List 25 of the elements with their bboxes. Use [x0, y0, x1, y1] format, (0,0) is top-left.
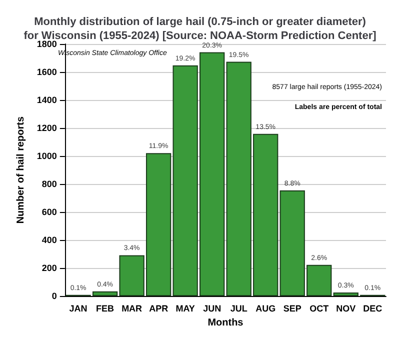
x-tick-label: JUL — [230, 304, 248, 314]
x-tick-label: JUN — [203, 304, 222, 314]
x-tick-label: SEP — [283, 304, 302, 314]
y-tick-label: 0 — [52, 291, 57, 302]
y-tick-label: 600 — [42, 207, 57, 218]
x-tick-label: MAY — [176, 304, 195, 314]
x-axis-title: Months — [208, 318, 244, 328]
x-tick-label: AUG — [256, 304, 276, 314]
x-tick-label: JAN — [69, 304, 88, 314]
x-tick-label: FEB — [96, 304, 115, 314]
x-tick-label: DEC — [363, 304, 383, 314]
x-tick-label: MAR — [122, 304, 143, 314]
y-tick-label: 400 — [42, 235, 57, 246]
x-tick-label: APR — [149, 304, 169, 314]
y-tick-label: 1600 — [36, 67, 57, 78]
y-tick-label: 1400 — [36, 95, 57, 106]
chart-title: Monthly distribution of large hail (0.75-inch or greater diameter) for Wisconsin (1955-2024) [Source: NOAA-Storm Prediction Center] — [24, 16, 377, 42]
y-tick-label: 1800 — [36, 39, 57, 49]
y-tick-label: 200 — [42, 263, 57, 274]
x-tick-label: NOV — [336, 304, 356, 314]
y-axis-title: Number of hail reports — [16, 116, 26, 224]
y-tick-label: 1000 — [36, 151, 57, 162]
y-tick-label: 1200 — [36, 123, 57, 134]
y-tick-label: 800 — [42, 179, 57, 190]
x-tick-label: OCT — [310, 304, 330, 314]
